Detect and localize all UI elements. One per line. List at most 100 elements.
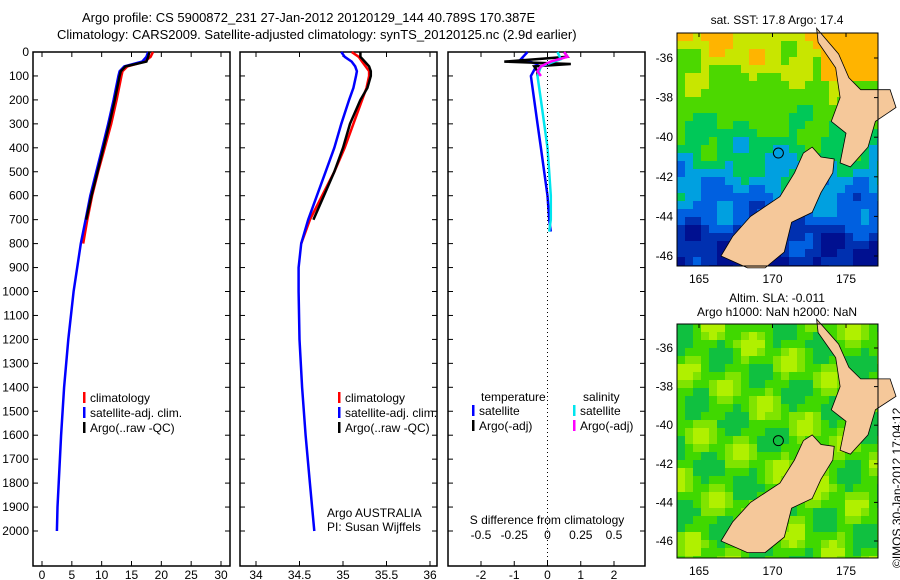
map-cell — [701, 97, 709, 105]
map-cell — [701, 548, 709, 556]
map-cell — [797, 97, 805, 105]
series-line-argo-raw-qc- — [312, 52, 373, 221]
map-cell — [677, 340, 685, 348]
series-line-s-argo-adj- — [535, 51, 570, 77]
map-cell — [797, 121, 805, 129]
map-cell — [789, 81, 797, 89]
map-cell — [869, 49, 877, 57]
map-cell — [861, 57, 869, 65]
map-cell — [789, 404, 797, 412]
map-cell — [717, 153, 725, 161]
map-cell — [749, 97, 757, 105]
map-cell — [853, 484, 861, 492]
map-cell — [701, 452, 709, 460]
map-cell — [701, 388, 709, 396]
map-cell — [765, 121, 773, 129]
map-cell — [829, 177, 837, 185]
map-cell — [749, 396, 757, 404]
map-cell — [821, 388, 829, 396]
map-cell — [813, 356, 821, 364]
map-cell — [821, 113, 829, 121]
map-cell — [685, 233, 693, 241]
map-cell — [861, 372, 869, 380]
map-cell — [765, 428, 773, 436]
map-cell — [765, 388, 773, 396]
map-cell — [821, 33, 829, 41]
map-cell — [813, 57, 821, 65]
map-cell — [821, 476, 829, 484]
map-cell — [741, 193, 749, 201]
y-tick-label: 1900 — [2, 500, 29, 514]
map-cell — [709, 137, 717, 145]
map-cell — [789, 364, 797, 372]
map-cell — [741, 332, 749, 340]
map-cell — [685, 153, 693, 161]
map-cell — [789, 65, 797, 73]
map-cell — [869, 169, 877, 177]
map-cell — [797, 257, 805, 265]
map-frame — [676, 323, 879, 559]
map-cell — [725, 388, 733, 396]
map-cell — [677, 516, 685, 524]
map-cell — [813, 81, 821, 89]
map-cell — [861, 508, 869, 516]
map-cell — [853, 460, 861, 468]
map-cell — [797, 508, 805, 516]
map-cell — [797, 548, 805, 556]
map-cell — [749, 121, 757, 129]
map-cell — [757, 121, 765, 129]
map-cell — [829, 468, 837, 476]
map-cell — [741, 444, 749, 452]
map-cell — [677, 33, 685, 41]
map-cell — [813, 532, 821, 540]
map-cell — [717, 161, 725, 169]
map-cell — [837, 452, 845, 460]
map-cell — [773, 153, 781, 161]
map-cell — [685, 185, 693, 193]
map-cell — [685, 33, 693, 41]
map-cell — [725, 484, 733, 492]
map-cell — [717, 484, 725, 492]
map-cell — [733, 225, 741, 233]
series-line-satellite-adj-clim- — [55, 51, 150, 532]
map-cell — [789, 380, 797, 388]
map-cell — [685, 468, 693, 476]
map-cell — [765, 153, 773, 161]
map-cell — [685, 217, 693, 225]
map-cell — [741, 137, 749, 145]
map-cell — [741, 428, 749, 436]
map-cell — [821, 484, 829, 492]
map-cell — [845, 492, 853, 500]
legend-label: climatology — [345, 391, 405, 405]
legend-swatch — [472, 420, 475, 431]
map-cell — [837, 484, 845, 492]
map-cell — [869, 492, 877, 500]
map-cell — [709, 396, 717, 404]
map-cell — [861, 468, 869, 476]
map-cell — [797, 340, 805, 348]
map-cell — [869, 428, 877, 436]
map-cell — [789, 257, 797, 265]
map-cell — [781, 169, 789, 177]
map-cell — [805, 500, 813, 508]
map-cell — [757, 57, 765, 65]
map-cell — [725, 121, 733, 129]
map-cell — [701, 65, 709, 73]
map-cell — [677, 484, 685, 492]
map-cell — [797, 436, 805, 444]
map-cell — [741, 388, 749, 396]
map-cell — [709, 65, 717, 73]
map-cell — [781, 49, 789, 57]
map-cell — [805, 105, 813, 113]
legend-swatch — [573, 420, 576, 431]
map-cell — [701, 137, 709, 145]
map-cell — [693, 105, 701, 113]
map-cell — [733, 129, 741, 137]
legend-label: satellite — [479, 404, 520, 418]
map-cell — [861, 548, 869, 556]
map-cell — [701, 460, 709, 468]
map-cell — [709, 340, 717, 348]
map-cell — [677, 169, 685, 177]
map-cell — [813, 548, 821, 556]
map-cell — [709, 201, 717, 209]
